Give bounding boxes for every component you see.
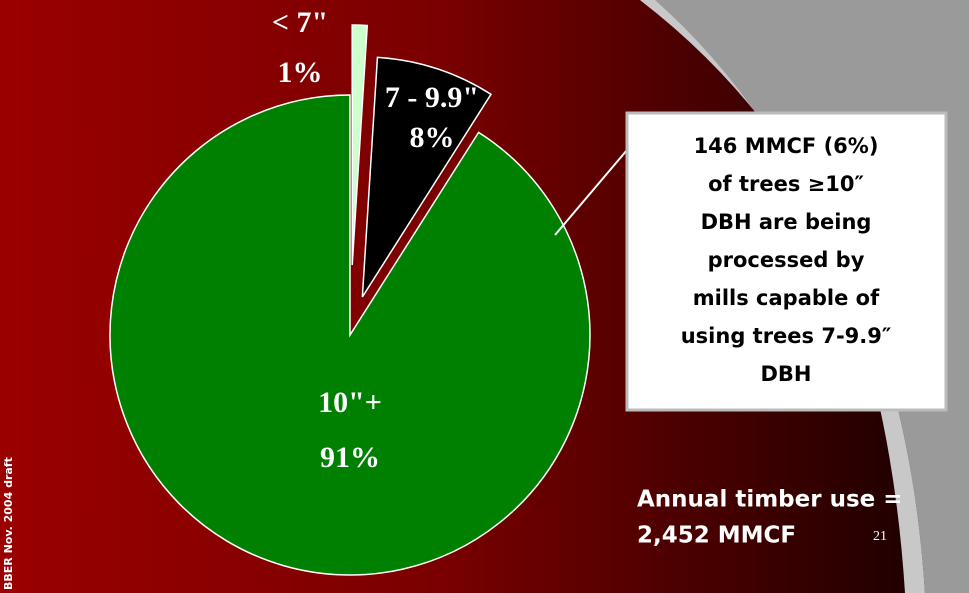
slice-label: 7 - 9.9"	[385, 81, 479, 114]
callout-line-text: DBH	[760, 362, 811, 386]
slice-value-label: 1%	[278, 56, 323, 89]
total-line: 2,452 MMCF	[637, 523, 796, 549]
pie-slice	[109, 94, 591, 576]
pie: < 7" 1% 7 - 9.9" 8% 10"+ 91%	[109, 6, 591, 576]
callout: 146 MMCF (6%) of trees ≥10″ DBH are being p…	[681, 134, 892, 386]
slice-value-label: 91%	[320, 441, 380, 474]
callout-box	[625, 111, 948, 412]
side-note: BBER Nov. 2004 draft	[2, 457, 15, 590]
slide-number: 21	[873, 529, 887, 544]
slice-label: < 7"	[272, 6, 328, 39]
slice-value-label: 8%	[410, 121, 455, 154]
callout-line-text: of trees ≥10″	[708, 172, 864, 196]
pie-slice	[351, 24, 369, 266]
total-line: Annual timber use =	[637, 487, 903, 513]
slice-label: 10"+	[318, 386, 382, 419]
callout-line-text: processed by	[708, 248, 865, 272]
callout-line-text: using trees 7-9.9″	[681, 324, 892, 348]
callout-line-text: 146 MMCF (6%)	[694, 134, 879, 158]
callout-line	[554, 149, 628, 236]
callout-line-text: DBH are being	[701, 210, 872, 234]
callout-line-text: mills capable of	[693, 286, 880, 310]
pie-slice	[361, 56, 492, 298]
